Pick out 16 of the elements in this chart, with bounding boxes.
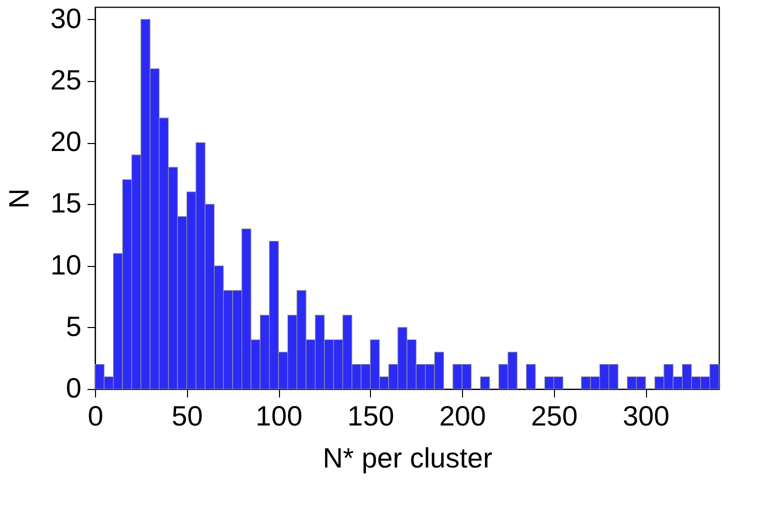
x-tick-label: 0	[88, 400, 104, 432]
y-tick-label: 5	[66, 310, 82, 342]
y-tick-label: 0	[66, 372, 82, 404]
x-tick-label: 150	[347, 400, 394, 432]
x-tick-label: 100	[256, 400, 302, 432]
x-tick-label: 250	[530, 400, 578, 432]
x-tick-label: 200	[439, 400, 486, 432]
x-tick-label: 300	[622, 400, 670, 432]
y-tick-label: 20	[50, 126, 82, 158]
y-tick-label: 25	[50, 64, 82, 96]
y-axis-title: N	[3, 188, 34, 209]
y-tick-label: 10	[50, 249, 82, 280]
y-tick-label: 30	[50, 2, 82, 34]
x-axis-title: N* per cluster	[322, 442, 492, 474]
x-tick-label: 50	[172, 400, 203, 432]
y-tick-label: 15	[50, 188, 82, 219]
